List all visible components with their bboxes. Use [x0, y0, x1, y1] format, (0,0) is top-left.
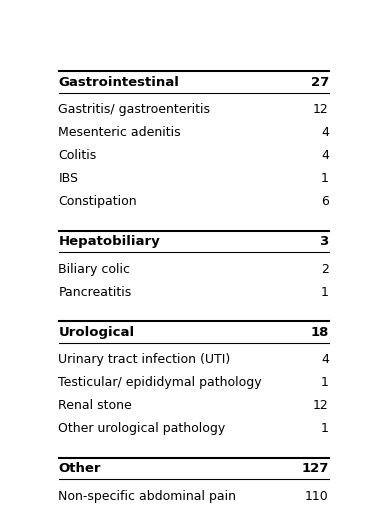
Text: 110: 110 [305, 490, 329, 503]
Text: Urinary tract infection (UTI): Urinary tract infection (UTI) [58, 353, 231, 367]
Text: Renal stone: Renal stone [58, 399, 132, 412]
Text: Other: Other [58, 462, 101, 475]
Text: 18: 18 [310, 326, 329, 338]
Text: Mesenteric adenitis: Mesenteric adenitis [58, 126, 181, 139]
Text: Non-specific abdominal pain: Non-specific abdominal pain [58, 490, 237, 503]
Text: Pancreatitis: Pancreatitis [58, 286, 132, 298]
Text: 4: 4 [321, 149, 329, 162]
Text: Hepatobiliary: Hepatobiliary [58, 235, 160, 248]
Text: 3: 3 [320, 235, 329, 248]
Text: 4: 4 [321, 126, 329, 139]
Text: 1: 1 [321, 422, 329, 435]
Text: 4: 4 [321, 353, 329, 367]
Text: 12: 12 [313, 103, 329, 116]
Text: Constipation: Constipation [58, 195, 137, 208]
Text: Biliary colic: Biliary colic [58, 263, 130, 276]
Text: 127: 127 [302, 462, 329, 475]
Text: 27: 27 [310, 76, 329, 89]
Text: 1: 1 [321, 286, 329, 298]
Text: IBS: IBS [58, 172, 78, 185]
Text: Urological: Urological [58, 326, 135, 338]
Text: 6: 6 [321, 195, 329, 208]
Text: Testicular/ epididymal pathology: Testicular/ epididymal pathology [58, 376, 262, 389]
Text: Gastrointestinal: Gastrointestinal [58, 76, 179, 89]
Text: 12: 12 [313, 399, 329, 412]
Text: Colitis: Colitis [58, 149, 97, 162]
Text: Gastritis/ gastroenteritis: Gastritis/ gastroenteritis [58, 103, 210, 116]
Text: Other urological pathology: Other urological pathology [58, 422, 226, 435]
Text: 1: 1 [321, 376, 329, 389]
Text: 1: 1 [321, 172, 329, 185]
Text: 2: 2 [321, 263, 329, 276]
